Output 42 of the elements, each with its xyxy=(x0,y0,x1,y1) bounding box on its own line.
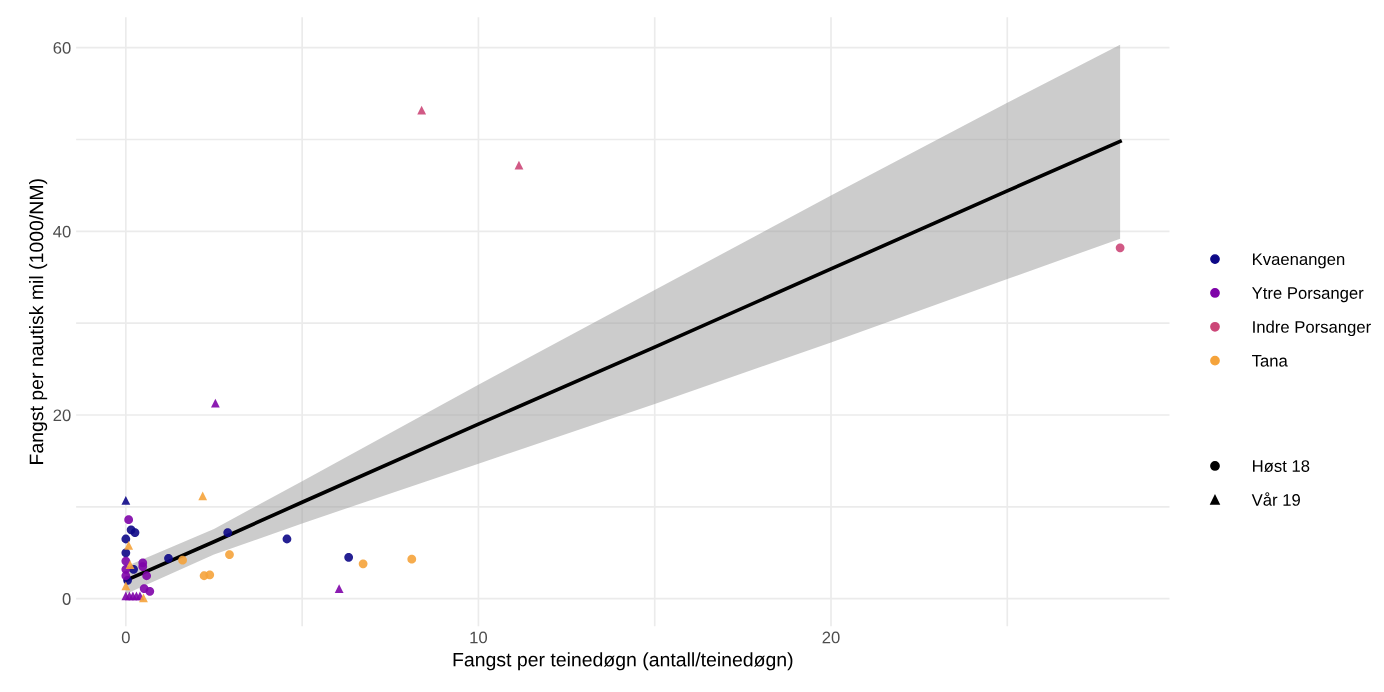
point xyxy=(334,584,344,593)
point xyxy=(225,550,234,560)
point xyxy=(358,559,368,569)
point xyxy=(124,515,134,525)
point xyxy=(139,593,148,603)
x-tick-label: 10 xyxy=(470,631,488,644)
point xyxy=(121,496,131,505)
point xyxy=(344,552,354,562)
legend-label: Tana xyxy=(1252,355,1288,367)
y-tick-label: 60 xyxy=(53,42,71,54)
point xyxy=(417,105,427,115)
legend-label: Ytre Porsanger xyxy=(1252,287,1364,303)
x-axis-title: Fangst per teinedøgn (antall/teinedøgn) xyxy=(453,652,793,671)
point xyxy=(121,534,131,544)
y-tick-label: 0 xyxy=(62,593,71,605)
point xyxy=(164,553,173,563)
legend-label: Indre Porsanger xyxy=(1253,320,1371,337)
y-tick-label: 20 xyxy=(53,409,71,422)
x-tick-label: 0 xyxy=(121,631,130,644)
y-tick-label: 40 xyxy=(53,225,71,238)
point xyxy=(205,570,215,580)
point xyxy=(211,398,220,408)
point xyxy=(282,534,292,544)
point xyxy=(124,541,134,550)
point xyxy=(1115,243,1125,253)
point xyxy=(142,571,152,581)
point xyxy=(125,560,135,570)
point xyxy=(138,562,148,571)
x-tick-label: 20 xyxy=(822,631,840,644)
legend-label: Vår 19 xyxy=(1251,492,1300,506)
legend-label: Kvaenangen xyxy=(1253,253,1345,269)
point xyxy=(514,160,524,170)
point xyxy=(198,491,208,501)
point xyxy=(223,528,233,537)
point xyxy=(130,528,140,537)
legend-label: Høst 18 xyxy=(1253,460,1310,473)
y-axis-title: Fangst per nautisk mil (1000/NM) xyxy=(29,179,48,464)
point xyxy=(121,571,131,581)
point xyxy=(407,554,417,564)
point xyxy=(145,586,155,596)
point xyxy=(178,555,187,565)
point xyxy=(121,581,131,591)
